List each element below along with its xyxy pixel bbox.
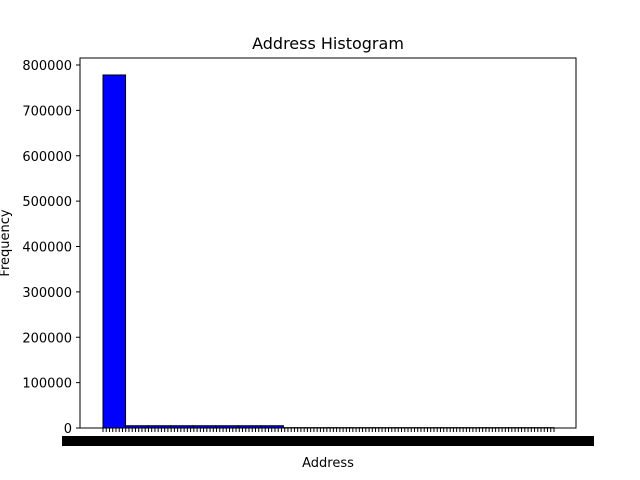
y-tick-label: 400000 — [22, 241, 72, 256]
x-tick-label-overlap-band — [62, 436, 594, 446]
y-tick-label: 300000 — [22, 286, 72, 301]
bars-group — [102, 74, 555, 429]
x-axis-label: Address — [302, 456, 354, 471]
y-axis-label: Frequency — [0, 209, 13, 276]
y-tick-label: 200000 — [22, 331, 72, 346]
y-tick-label: 500000 — [22, 195, 72, 210]
x-axis — [62, 428, 594, 446]
y-tick-label: 800000 — [22, 59, 72, 74]
histogram-bar — [102, 74, 127, 429]
y-tick-label: 600000 — [22, 150, 72, 165]
chart-title: Address Histogram — [252, 34, 404, 53]
plot-frame — [79, 57, 577, 429]
y-tick-label: 0 — [64, 422, 72, 437]
y-axis: 0 100000 200000 300000 400000 500000 600000 700… — [22, 59, 80, 437]
y-tick-label: 100000 — [22, 377, 72, 392]
y-tick-label: 700000 — [22, 104, 72, 119]
